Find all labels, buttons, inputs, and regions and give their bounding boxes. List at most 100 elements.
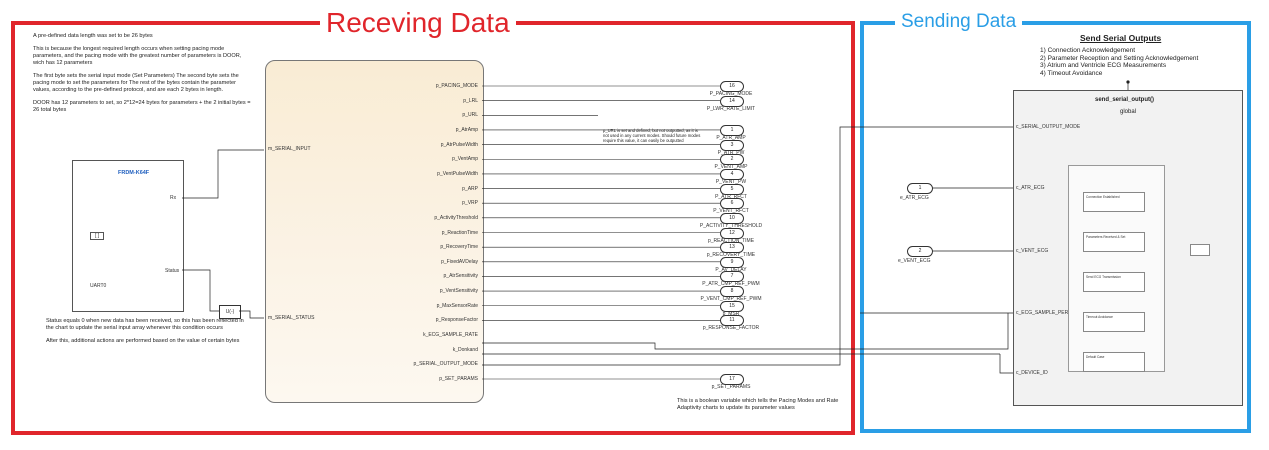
function-name: send_serial_output() — [1095, 97, 1155, 103]
inner-terminal-state — [1190, 244, 1210, 256]
outport-label: P_VENT_PW — [715, 178, 747, 185]
sending-data-frame — [860, 21, 1251, 433]
send-items-list: 1) Connection Acknowledgement 2) Paramet… — [1040, 47, 1198, 77]
chart-output-label: p_VRP — [462, 200, 478, 207]
outport-15[interactable]: 15 — [720, 300, 744, 312]
inner-state-box: Timeout Avoidance — [1083, 312, 1145, 332]
func-input: c_ATR_ECG — [1016, 185, 1045, 191]
send-item: 3) Atrium and Ventricle ECG Measurements — [1040, 62, 1167, 69]
outport-label: p_RESPONSE_FACTOR — [702, 325, 760, 332]
receive-chart-block[interactable] — [265, 60, 484, 403]
outport-12[interactable]: 12 — [720, 227, 744, 239]
uart-tag: [ ] — [90, 232, 105, 240]
outport-9[interactable]: 9 — [720, 256, 744, 268]
chart-output-label: p_SET_PARAMS — [439, 376, 478, 382]
outport-label: p_REACTION_TIME — [707, 237, 755, 244]
send-item: 4) Timeout Avoidance — [1040, 69, 1103, 77]
set-params-annotation: This is a boolean variable which tells t… — [677, 398, 839, 411]
outport-14[interactable]: 14 — [720, 95, 744, 107]
send-serial-heading: Send Serial Outputs — [1080, 33, 1162, 43]
status-port-label: Status — [165, 268, 180, 274]
chart-output-label: p_ActivityThreshold — [434, 214, 478, 221]
outport-6[interactable]: 6 — [720, 198, 744, 210]
ecg-port-2[interactable]: 2 — [907, 246, 933, 257]
inner-state-box: Connection Established — [1083, 192, 1145, 212]
url-annotation: p_URL is set and defined, but not output… — [603, 128, 701, 143]
outport-2[interactable]: 2 — [720, 154, 744, 166]
outport-8[interactable]: 8 — [720, 286, 744, 298]
outport-17[interactable]: 17 — [720, 374, 744, 385]
send-item: 1) Connection Acknowledgement — [1040, 47, 1136, 54]
chart-input-status: m_SERIAL_STATUS — [268, 315, 315, 321]
outport-11[interactable]: 11 — [720, 315, 744, 327]
outport-4[interactable]: 4 — [720, 168, 744, 180]
func-input: c_ECG_SAMPLE_PERIOD — [1016, 310, 1078, 316]
chart-output-label: p_VentSensitivity — [439, 288, 478, 295]
rx-port-label: Rx — [170, 195, 177, 201]
chart-input-serial: m_SERIAL_INPUT — [268, 146, 311, 152]
outport-16[interactable]: 16 — [720, 81, 744, 92]
outport-label: P_VENT_CMP_REF_PWM — [700, 296, 762, 303]
data-length-annotation: A pre-defined data length was set to be … — [33, 33, 251, 120]
function-scope: global — [1120, 109, 1137, 115]
note-line: This is because the longest required len… — [33, 46, 242, 66]
outport-10[interactable]: 10 — [720, 212, 744, 224]
chart-output-label: k_Donkand — [452, 346, 478, 353]
note-line: After this, additional actions are perfo… — [46, 338, 240, 344]
outport-label: P_PACING_MODE — [709, 91, 753, 97]
note-line: The first byte sets the serial input mod… — [33, 73, 239, 93]
outport-5[interactable]: 5 — [720, 183, 744, 195]
outport-label: P_ACTIVITY_THRESHOLD — [699, 222, 763, 229]
note-line: A pre-defined data length was set to be … — [33, 33, 153, 39]
outport-label: P_VENT_RFCT — [713, 208, 749, 215]
outport-label: P_ATR_PW — [717, 149, 745, 156]
unit-delay-block[interactable]: U(-) — [219, 305, 241, 319]
outport-1[interactable]: 1 — [720, 124, 744, 136]
outport-13[interactable]: 13 — [720, 242, 744, 254]
chart-output-label: p_AtrPulseWidth — [440, 141, 478, 148]
outport-label: p_RECOVERY_TIME — [706, 252, 756, 259]
ecg-port-label: e_ATR_ECG — [900, 195, 929, 201]
outport-label: P_ATR_RFCT — [715, 193, 747, 200]
outport-label: P_VENT_AMP — [714, 164, 748, 171]
sending-data-title: Sending Data — [895, 10, 1023, 34]
note-line: Status equals 0 when new data has been r… — [46, 318, 244, 331]
outport-label: P_ATR_AMP — [716, 134, 746, 141]
chart-output-label: k_ECG_SAMPLE_RATE — [423, 332, 478, 339]
func-input: c_SERIAL_OUTPUT_MODE — [1016, 124, 1081, 130]
chart-output-label: p_AtrAmp — [455, 126, 478, 133]
chart-output-label: p_PACING_MODE — [435, 83, 478, 89]
chart-output-label: p_FixedAVDelay — [441, 258, 478, 265]
outport-3[interactable]: 3 — [720, 139, 744, 151]
send-item: 2) Parameter Reception and Setting Ackno… — [1040, 54, 1199, 62]
note-line: DOOR has 12 parameters to set, so 2*12=2… — [33, 100, 251, 113]
func-input: c_DEVICE_ID — [1016, 370, 1048, 376]
outport-label: P_ATR_CMP_REF_PWM — [702, 281, 760, 288]
ecg-port-1[interactable]: 1 — [907, 183, 933, 194]
chart-output-label: p_SERIAL_OUTPUT_MODE — [413, 361, 478, 368]
receiving-data-title: Receving Data — [320, 6, 516, 40]
chart-output-label: p_URL — [462, 112, 478, 119]
chart-output-label: p_VentAmp — [452, 156, 478, 163]
ecg-port-label: e_VENT_ECG — [898, 258, 931, 264]
inner-state-box: Parameters Received & Set — [1083, 232, 1145, 252]
outport-label: p_MSR — [722, 310, 740, 317]
outport-label: P_AV_DELAY — [715, 266, 747, 273]
chart-output-label: p_LRL — [463, 97, 478, 104]
chart-output-label: p_AtrSensitivity — [443, 273, 478, 280]
outport-label: P_LWR_RATE_LIMIT — [706, 105, 756, 112]
chart-output-label: p_ARP — [462, 185, 478, 192]
inner-state-box: Send ECG Transmission — [1083, 272, 1145, 292]
status-annotation: Status equals 0 when new data has been r… — [46, 318, 246, 351]
chart-output-label: p_ReactionTime — [441, 229, 478, 236]
chart-output-label: p_RecoveryTime — [440, 244, 478, 251]
func-input: c_VENT_ECG — [1016, 248, 1049, 254]
uart-label: UART0 — [90, 283, 107, 289]
outport-7[interactable]: 7 — [720, 271, 744, 283]
chart-output-label: p_MaxSensorRate — [436, 302, 478, 309]
outport-label: p_SET_PARAMS — [711, 384, 751, 390]
inner-state-box: Default Case — [1083, 352, 1145, 372]
chart-output-label: p_ResponseFactor — [435, 317, 478, 324]
frdm-block-title: FRDM-K64F — [118, 170, 150, 176]
